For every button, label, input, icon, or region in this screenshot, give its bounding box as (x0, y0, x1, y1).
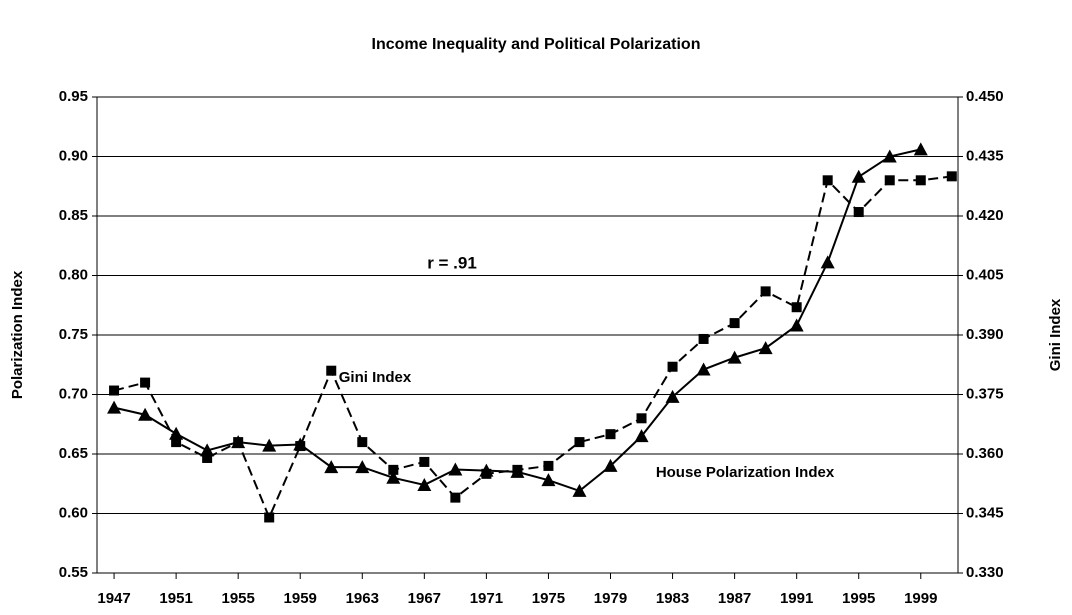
y2-tick-label: 0.390 (966, 326, 1004, 343)
marker (326, 365, 337, 376)
marker (791, 302, 802, 313)
marker (417, 477, 432, 491)
x-tick-label: 1991 (780, 590, 813, 607)
y-tick-label: 0.85 (59, 207, 88, 224)
y2-tick-label: 0.360 (966, 445, 1004, 462)
chart-title: Income Inequality and Political Polariza… (372, 36, 701, 53)
marker (851, 169, 866, 183)
marker (884, 175, 895, 186)
y-tick-label: 0.80 (59, 266, 88, 283)
y-tick-label: 0.60 (59, 504, 88, 521)
marker (603, 458, 618, 472)
marker (758, 341, 773, 355)
marker (295, 441, 306, 452)
marker (915, 175, 926, 186)
marker (853, 207, 864, 218)
marker (138, 407, 153, 421)
x-tick-label: 1963 (346, 590, 379, 607)
annotation: House Polarization Index (656, 464, 835, 481)
marker (140, 377, 151, 388)
marker (107, 400, 122, 414)
marker (448, 462, 463, 476)
marker (202, 452, 213, 463)
x-tick-label: 1979 (594, 590, 627, 607)
marker (543, 460, 554, 471)
y2-tick-label: 0.330 (966, 564, 1004, 581)
y2-tick-label: 0.375 (966, 385, 1004, 402)
y2-tick-label: 0.405 (966, 266, 1004, 283)
y-tick-label: 0.90 (59, 147, 88, 164)
marker (574, 437, 585, 448)
marker (760, 286, 771, 297)
marker (419, 456, 430, 467)
marker (572, 483, 587, 497)
marker (512, 464, 523, 475)
marker (262, 438, 277, 452)
marker (386, 470, 401, 484)
marker (324, 460, 339, 474)
marker (233, 437, 244, 448)
marker (820, 255, 835, 269)
annotation: r = .91 (427, 253, 477, 272)
marker (698, 333, 709, 344)
marker (541, 473, 556, 487)
marker (822, 175, 833, 186)
annotation: Gini Index (339, 369, 412, 386)
marker (665, 389, 680, 403)
x-tick-label: 1955 (221, 590, 254, 607)
marker (357, 437, 368, 448)
y-tick-label: 0.75 (59, 326, 88, 343)
x-tick-label: 1971 (470, 590, 503, 607)
marker (605, 429, 616, 440)
marker (946, 171, 957, 182)
marker (481, 468, 492, 479)
marker (388, 464, 399, 475)
x-tick-label: 1975 (532, 590, 565, 607)
marker (696, 362, 711, 376)
marker (882, 149, 897, 163)
x-tick-label: 1987 (718, 590, 751, 607)
x-tick-label: 1951 (159, 590, 192, 607)
y-tick-label: 0.70 (59, 385, 88, 402)
y2-tick-label: 0.345 (966, 504, 1004, 521)
marker (109, 385, 120, 396)
x-tick-label: 1967 (408, 590, 441, 607)
marker (634, 429, 649, 443)
y2-tick-label: 0.420 (966, 207, 1004, 224)
marker (913, 142, 928, 156)
y-axis-title: Polarization Index (9, 270, 26, 399)
y2-tick-label: 0.435 (966, 147, 1004, 164)
x-tick-label: 1959 (284, 590, 317, 607)
marker (450, 492, 461, 503)
x-tick-label: 1995 (842, 590, 875, 607)
marker (729, 318, 740, 329)
plot-frame (96, 96, 959, 574)
y-tick-label: 0.65 (59, 445, 88, 462)
y-tick-label: 0.95 (59, 88, 88, 105)
marker (636, 413, 647, 424)
marker (171, 437, 182, 448)
marker (264, 512, 275, 523)
y-tick-label: 0.55 (59, 564, 88, 581)
x-tick-label: 1947 (97, 590, 130, 607)
x-tick-label: 1999 (904, 590, 937, 607)
marker (667, 361, 678, 372)
marker (727, 350, 742, 364)
y2-axis-title: Gini Index (1047, 298, 1064, 371)
series-line (113, 175, 952, 521)
marker (355, 460, 370, 474)
marker (789, 318, 804, 332)
x-tick-label: 1983 (656, 590, 689, 607)
y2-tick-label: 0.450 (966, 88, 1004, 105)
